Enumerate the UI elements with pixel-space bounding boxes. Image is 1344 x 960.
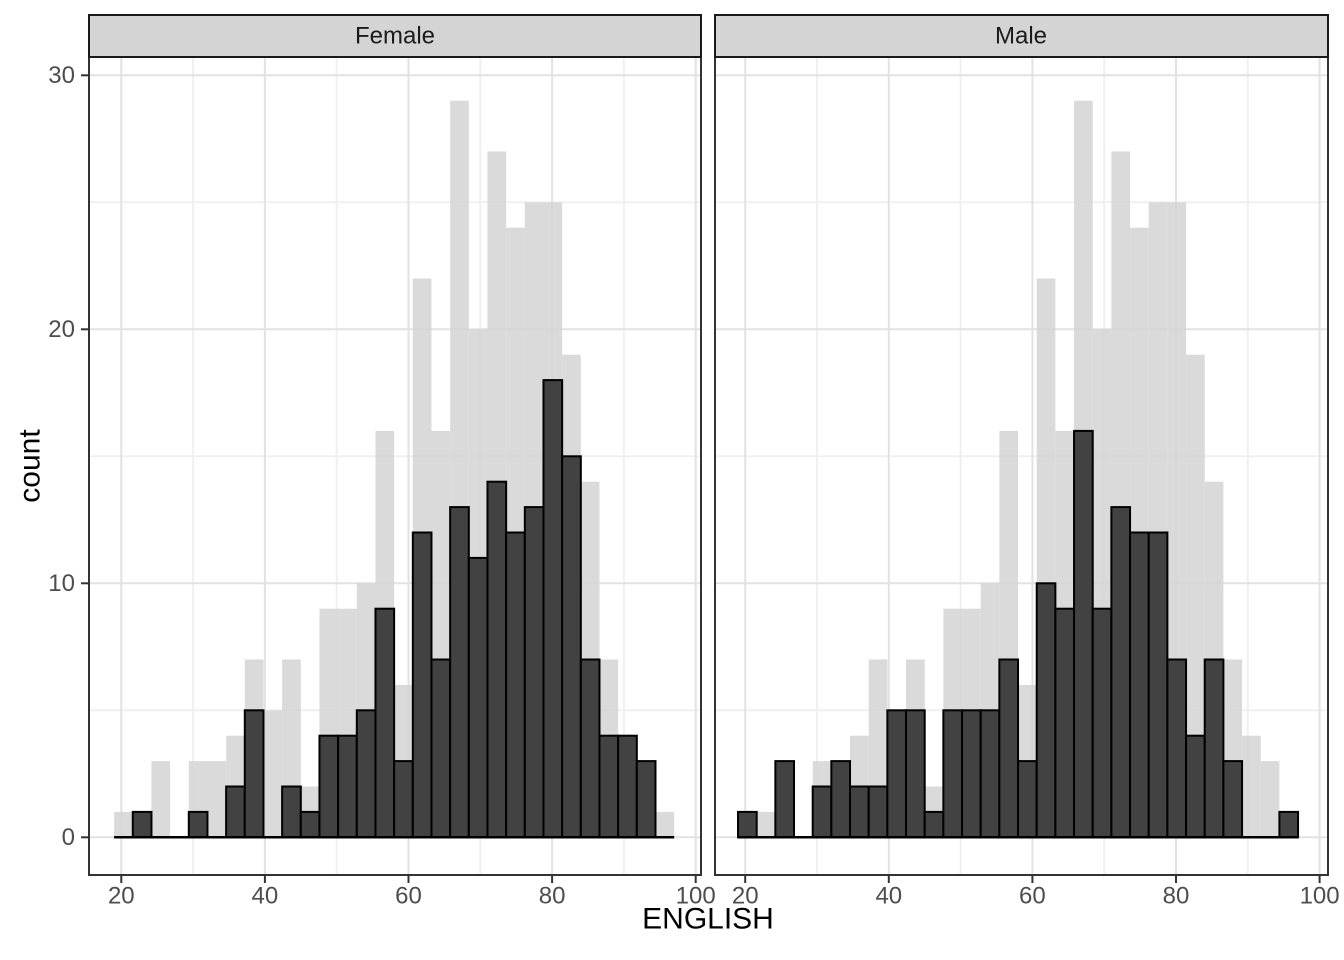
facet-strip (714, 14, 1329, 58)
histogram-bar-male (1035, 582, 1057, 839)
histogram-bar-female (393, 760, 414, 839)
histogram-bar-male (1185, 734, 1206, 839)
histogram-bar-male (1110, 506, 1132, 839)
histogram-bar-male (1129, 531, 1150, 839)
histogram-bar-male (1017, 760, 1038, 839)
histogram-bar-female (430, 658, 452, 839)
histogram-bar-female (299, 810, 321, 839)
histogram-bar-male (1203, 658, 1225, 839)
histogram-bar-female (617, 734, 638, 839)
histogram-bar-male (774, 760, 796, 839)
histogram-bar-female (542, 379, 564, 839)
histogram-bar-total (207, 761, 227, 838)
x-tick-label: 20 (732, 883, 759, 910)
histogram-bar-total (151, 761, 171, 838)
y-tick-label: 20 (48, 316, 75, 343)
histogram-bar-male (1278, 810, 1300, 839)
histogram-bar-male (942, 709, 964, 839)
panels-layer: 20 40 60 80 100 0 10 20 30 20 40 60 80 100 (48, 14, 1340, 910)
y-axis-title: count (14, 429, 47, 503)
histogram-bar-female (486, 480, 508, 839)
histogram-bar-male (811, 785, 833, 839)
x-tick-label: 100 (1300, 883, 1340, 910)
histogram-bar-male (998, 658, 1020, 839)
histogram-bar-female (561, 455, 582, 839)
histogram-bar-female (523, 506, 545, 839)
histogram-bar-male (961, 709, 982, 839)
histogram-bar-total (1186, 354, 1205, 838)
histogram-bar-female (187, 810, 209, 839)
x-tick-label: 40 (252, 883, 279, 910)
histogram-bar-total (655, 811, 675, 838)
histogram-bar-female (467, 556, 489, 839)
histogram-bar-female (449, 506, 470, 839)
y-tick-label: 30 (48, 62, 75, 89)
histogram-bar-female (598, 734, 620, 839)
histogram-bar-total (263, 710, 283, 838)
histogram-bar-female (355, 709, 377, 839)
y-tick-label: 0 (62, 824, 75, 851)
histogram-bar-female (318, 734, 340, 839)
histogram-bar-male (849, 785, 870, 839)
histogram-bar-female (635, 760, 657, 839)
histogram-bar-female (411, 531, 433, 839)
histogram-bar-male (830, 760, 852, 839)
histogram-bar-female (337, 734, 358, 839)
histogram-bar-male (1073, 429, 1094, 839)
histogram-bar-male (905, 709, 926, 839)
y-tick-label: 10 (48, 570, 75, 597)
histogram-bar-male (867, 785, 889, 839)
histogram-bar-female (281, 785, 302, 839)
x-tick-label: 100 (676, 883, 716, 910)
histogram-bar-male (923, 810, 945, 839)
histogram-bar-total (1260, 761, 1280, 838)
histogram-bar-total (114, 811, 133, 838)
histogram-bar-female (579, 658, 601, 839)
x-tick-label: 80 (539, 883, 566, 910)
x-tick-label: 40 (875, 883, 902, 910)
histogram-bar-male (1166, 658, 1188, 839)
histogram-bar-male (737, 810, 758, 839)
histogram-bar-male (979, 709, 1001, 839)
x-axis-title: ENGLISH (642, 903, 774, 936)
histogram-bar-male (886, 709, 908, 839)
histogram-bar-total (756, 811, 776, 838)
x-tick-label: 60 (395, 883, 422, 910)
histogram-bar-total (1242, 735, 1261, 838)
histogram-bar-male (1222, 760, 1244, 839)
facet-strip-label-male: Male (995, 23, 1047, 50)
histogram-bar-male (1147, 531, 1169, 839)
histogram-bar-male (1054, 607, 1076, 839)
facet-strip (88, 14, 702, 58)
x-tick-label: 20 (108, 883, 135, 910)
histogram-bar-male (1091, 607, 1113, 839)
histogram-bar-female (131, 810, 153, 839)
histogram-bar-female (225, 785, 246, 839)
x-tick-label: 60 (1019, 883, 1046, 910)
x-tick-label: 80 (1163, 883, 1190, 910)
histogram-bar-female (505, 531, 526, 839)
histogram-bar-female (374, 607, 396, 839)
histogram-bar-female (243, 709, 265, 839)
facet-strip-label-female: Female (355, 23, 435, 50)
